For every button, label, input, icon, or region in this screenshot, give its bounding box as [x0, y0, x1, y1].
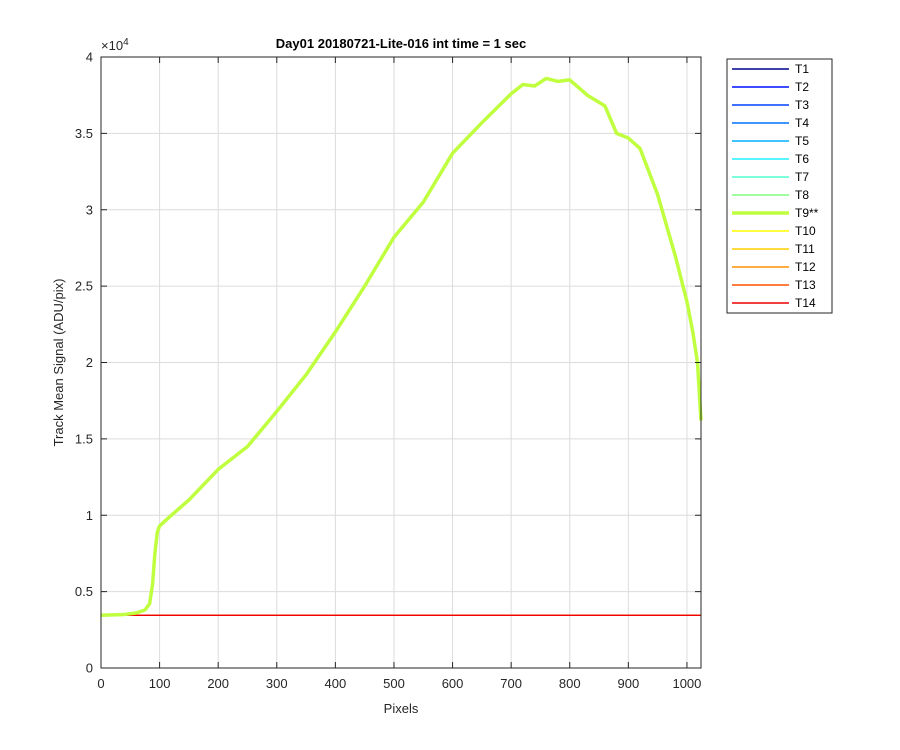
x-tick-label: 1000 [672, 676, 701, 691]
y-tick-label: 3.5 [75, 126, 93, 141]
y-tick-label: 2.5 [75, 279, 93, 294]
legend-box [726, 58, 833, 314]
legend-label: T2 [795, 80, 809, 94]
legend-label: T13 [795, 278, 816, 292]
y-tick-label: 0 [86, 661, 93, 676]
y-tick-label: 1.5 [75, 431, 93, 446]
y-axis-label: Track Mean Signal (ADU/pix) [51, 279, 66, 447]
y-tick-label: 4 [86, 50, 93, 65]
legend-label: T3 [795, 98, 809, 112]
legend-label: T8 [795, 188, 809, 202]
legend-label: T4 [795, 116, 809, 130]
x-tick-label: 0 [97, 676, 104, 691]
legend-label: T5 [795, 134, 809, 148]
legend-label: T7 [795, 170, 809, 184]
x-tick-label: 300 [266, 676, 288, 691]
legend: T1 T2 T3 T4 T5 T6 T7 T8 T9** T10 T11 T12 T13 T14 [726, 58, 833, 314]
grid-lines [101, 57, 701, 668]
plot-series [100, 76, 703, 618]
x-tick-label: 400 [325, 676, 347, 691]
series-line-t9 [100, 76, 703, 618]
chart-title: Day01 20180721-Lite-016 int time = 1 sec [276, 36, 526, 51]
x-tick-label: 200 [207, 676, 229, 691]
legend-label: T14 [795, 296, 816, 310]
legend-label: T12 [795, 260, 816, 274]
legend-label: T11 [795, 242, 815, 256]
x-axis-label: Pixels [384, 701, 419, 716]
legend-label: T1 [795, 62, 809, 76]
x-tick-label: 600 [442, 676, 464, 691]
axis-ticks: 0 100 200 300 400 500 600 700 800 900 1000 0 0.5 1 1.5… [75, 50, 701, 692]
y-tick-label: 1 [86, 508, 93, 523]
y-tick-label: 3 [86, 202, 93, 217]
legend-label: T9** [795, 206, 819, 220]
y-axis-exponent: ×104 [101, 37, 129, 53]
x-tick-label: 500 [383, 676, 405, 691]
y-tick-label: 0.5 [75, 584, 93, 599]
x-tick-label: 100 [149, 676, 171, 691]
legend-label: T6 [795, 152, 809, 166]
legend-label: T10 [795, 224, 816, 238]
x-tick-label: 900 [617, 676, 639, 691]
y-tick-label: 2 [86, 355, 93, 370]
x-tick-label: 800 [559, 676, 581, 691]
x-tick-label: 700 [500, 676, 522, 691]
